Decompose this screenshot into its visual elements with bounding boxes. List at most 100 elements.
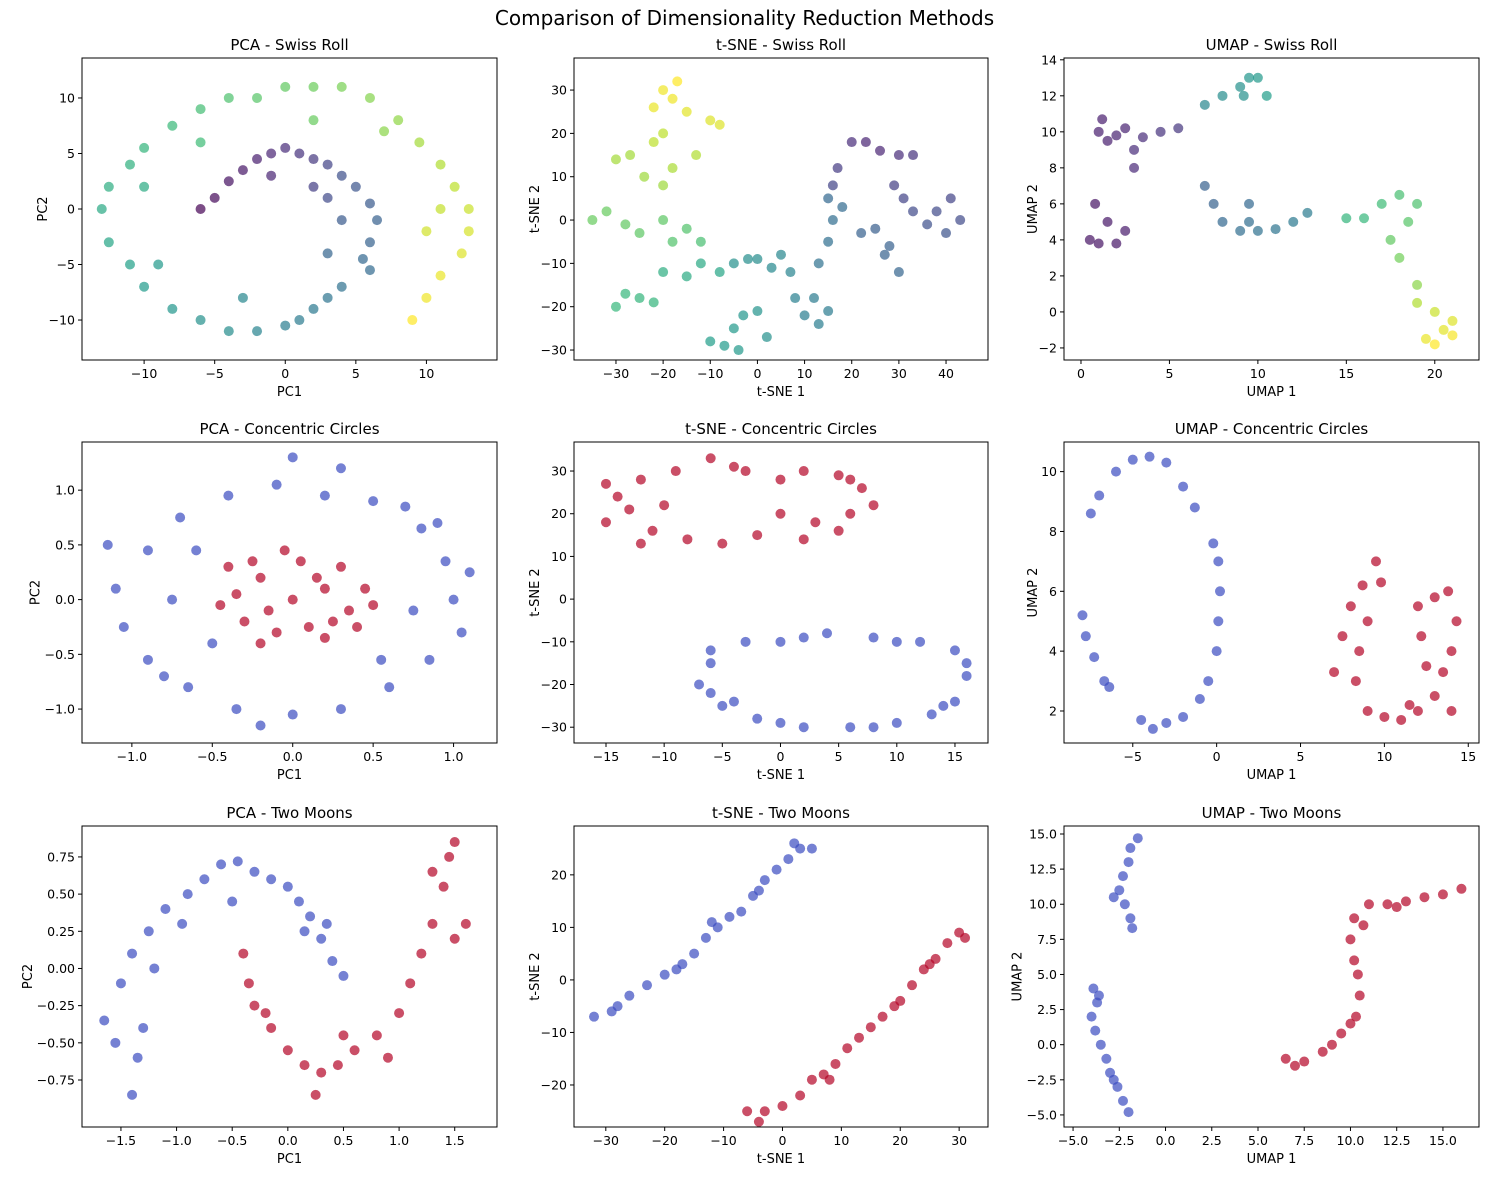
data-point — [308, 154, 319, 165]
data-point — [1108, 1074, 1119, 1085]
data-point — [407, 315, 418, 326]
data-point — [266, 170, 277, 181]
y-tick-label: 4 — [1049, 232, 1057, 247]
data-point — [705, 645, 716, 656]
data-point — [775, 636, 786, 647]
data-point — [647, 525, 658, 536]
points — [1086, 833, 1467, 1118]
data-point — [1412, 705, 1423, 716]
data-point — [464, 567, 475, 578]
y-tick-label: 10 — [59, 90, 75, 105]
data-point — [891, 636, 902, 647]
data-point — [670, 466, 681, 477]
data-point — [601, 206, 612, 217]
data-point — [1093, 990, 1104, 1001]
data-point — [332, 1060, 343, 1071]
data-point — [1376, 577, 1387, 588]
y-axis-label: PC2 — [29, 580, 44, 605]
data-point — [667, 236, 678, 247]
y-tick-label: −1.0 — [45, 702, 75, 717]
data-point — [625, 150, 636, 161]
data-point — [1447, 330, 1458, 341]
points — [1084, 72, 1458, 350]
x-tick-label: 12.5 — [1383, 1133, 1411, 1148]
data-point — [648, 137, 659, 148]
data-point — [740, 636, 751, 647]
data-point — [438, 881, 449, 892]
data-point — [771, 864, 782, 875]
data-point — [1382, 899, 1393, 910]
data-point — [1412, 601, 1423, 612]
data-point — [232, 856, 243, 867]
data-point — [1111, 130, 1122, 141]
axes-frame — [81, 825, 498, 1128]
data-point — [717, 700, 728, 711]
data-point — [868, 632, 879, 643]
y-tick-label: 2.5 — [1037, 1002, 1057, 1017]
data-point — [1208, 538, 1219, 549]
data-point — [1371, 556, 1382, 567]
data-point — [364, 265, 375, 276]
data-point — [893, 150, 904, 161]
data-point — [1199, 99, 1210, 110]
y-tick-label: 0 — [1049, 304, 1057, 319]
data-point — [682, 534, 693, 545]
data-point — [139, 281, 150, 292]
data-point — [624, 504, 635, 515]
x-tick-label: 15 — [947, 749, 963, 764]
data-point — [103, 237, 114, 248]
data-point — [1289, 1060, 1300, 1071]
data-point — [1362, 616, 1373, 627]
x-tick-label: 5 — [835, 749, 843, 764]
data-point — [728, 258, 739, 269]
data-point — [672, 76, 683, 87]
data-point — [322, 192, 333, 203]
data-point — [1114, 885, 1125, 896]
x-tick-label: −30 — [603, 366, 629, 381]
data-point — [1101, 1053, 1112, 1064]
data-point — [336, 215, 347, 226]
y-tick-label: 8 — [1049, 160, 1057, 175]
data-point — [182, 889, 193, 900]
data-point — [1208, 198, 1219, 209]
data-point — [827, 180, 838, 191]
data-point — [868, 722, 879, 733]
axes-frame — [81, 441, 498, 744]
data-point — [823, 193, 834, 204]
x-tick-label: 30 — [891, 366, 907, 381]
data-point — [1132, 833, 1143, 844]
data-point — [1429, 339, 1440, 350]
data-point — [1077, 610, 1088, 621]
points — [587, 76, 966, 356]
data-point — [1108, 892, 1119, 903]
data-point — [728, 696, 739, 707]
data-point — [1117, 871, 1128, 882]
y-tick-label: −0.50 — [37, 1035, 75, 1050]
data-point — [310, 1089, 321, 1100]
data-point — [432, 517, 443, 528]
data-point — [785, 267, 796, 278]
data-point — [322, 292, 333, 303]
data-point — [589, 1011, 600, 1022]
data-point — [287, 594, 298, 605]
data-point — [738, 310, 749, 321]
data-point — [714, 267, 725, 278]
y-tick-label: 0 — [67, 202, 75, 217]
data-point — [416, 948, 427, 959]
data-point — [600, 478, 611, 489]
data-point — [308, 81, 319, 92]
data-point — [299, 1060, 310, 1071]
y-axis-label: t-SNE 2 — [528, 185, 543, 233]
data-point — [143, 926, 154, 937]
data-point — [352, 621, 363, 632]
data-point — [308, 115, 319, 126]
data-point — [349, 1045, 360, 1056]
data-point — [705, 336, 716, 347]
data-point — [460, 918, 471, 929]
data-point — [1443, 586, 1454, 597]
data-point — [659, 500, 670, 511]
data-point — [1302, 207, 1313, 218]
subplot-5: −5 0 5 10 15 2 4 6 8 10 UMAP - Concentric Circles U… — [1026, 420, 1480, 783]
data-point — [1097, 114, 1108, 125]
